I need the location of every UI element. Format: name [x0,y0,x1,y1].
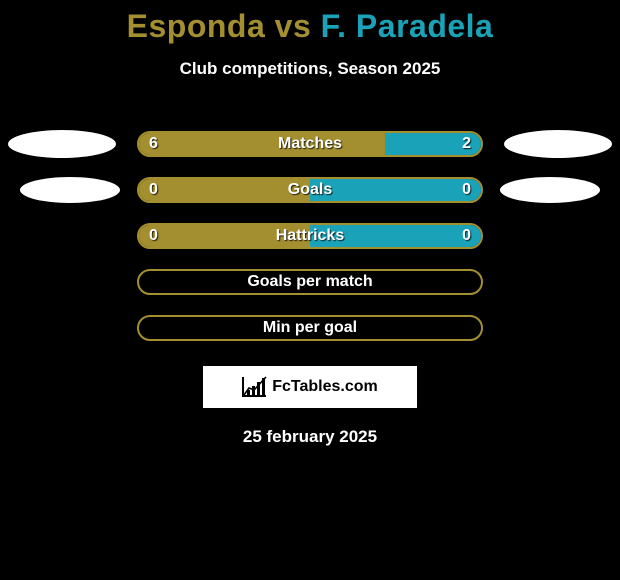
stat-bar: Goals per match [137,269,483,295]
avatar-placeholder-left [8,130,116,158]
title-left: Esponda [127,8,266,44]
stat-bar: 0 0 Goals [137,177,483,203]
logo-text: FcTables.com [272,378,378,396]
date-label: 25 february 2025 [0,427,620,447]
stat-bar-left: 6 [139,133,385,155]
stat-bar: 6 2 Matches [137,131,483,157]
stat-bar-left [139,317,310,339]
stat-bar-left: 0 [139,179,310,201]
title-vs: vs [265,8,320,44]
stat-val-left: 0 [149,227,158,245]
stat-val-right: 0 [462,227,471,245]
comparison-card: Esponda vs F. Paradela Club competitions… [0,0,620,580]
stat-bar-left [139,271,310,293]
stat-row-goals: 0 0 Goals [0,167,620,213]
stat-bar-right [310,317,481,339]
title-right: F. Paradela [321,8,494,44]
stat-bar-right: 2 [385,133,481,155]
stat-bar-right: 0 [310,225,481,247]
page-title: Esponda vs F. Paradela [0,0,620,45]
stat-row-hattricks: 0 0 Hattricks [0,213,620,259]
stat-row-matches: 6 2 Matches [0,121,620,167]
avatar-placeholder-right [504,130,612,158]
stat-bar-right [310,271,481,293]
stat-bar-right: 0 [310,179,481,201]
stat-bar-left: 0 [139,225,310,247]
stat-val-right: 0 [462,181,471,199]
fctables-logo: FcTables.com [202,365,418,409]
stats-block: 6 2 Matches 0 0 Goals 0 0 Hattricks [0,121,620,351]
stat-val-left: 6 [149,135,158,153]
stat-row-goals-per-match: Goals per match [0,259,620,305]
stat-bar: 0 0 Hattricks [137,223,483,249]
stat-bar: Min per goal [137,315,483,341]
avatar-placeholder-left [20,177,120,203]
stat-row-min-per-goal: Min per goal [0,305,620,351]
stat-val-right: 2 [462,135,471,153]
subtitle: Club competitions, Season 2025 [0,59,620,79]
stat-val-left: 0 [149,181,158,199]
avatar-placeholder-right [500,177,600,203]
chart-icon [242,377,266,397]
